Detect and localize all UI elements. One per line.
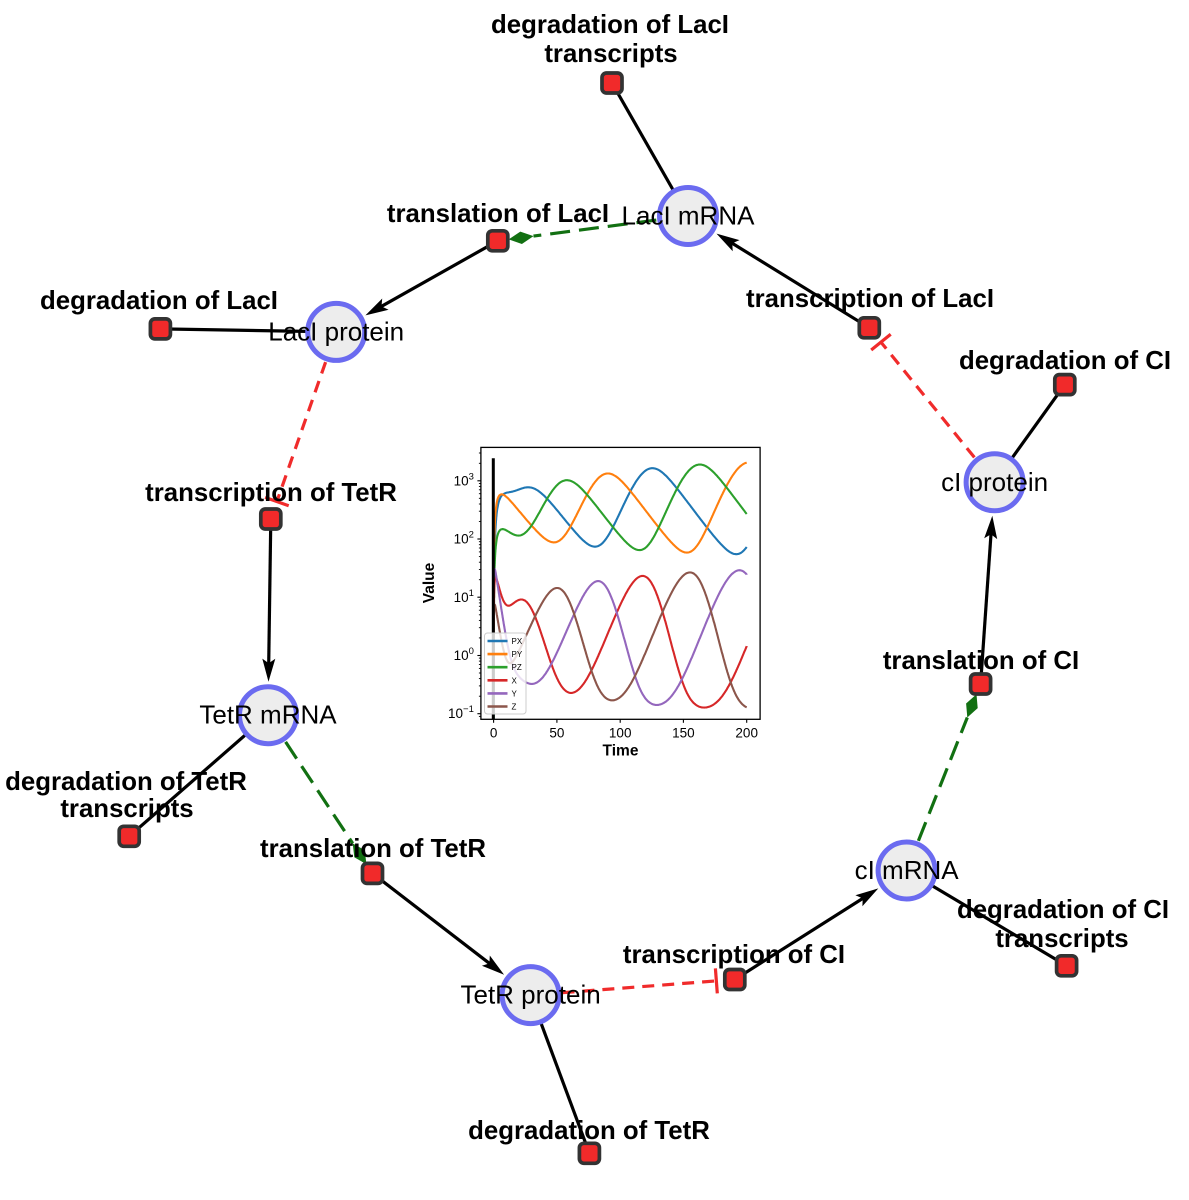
svg-text:Value: Value	[421, 562, 438, 603]
svg-text:transcripts: transcripts	[995, 925, 1128, 953]
svg-text:transcripts: transcripts	[60, 795, 193, 823]
svg-text:TetR mRNA: TetR mRNA	[199, 700, 337, 730]
svg-text:PX: PX	[512, 637, 523, 646]
svg-text:degradation of CI: degradation of CI	[957, 896, 1169, 924]
svg-text:translation of CI: translation of CI	[883, 647, 1079, 675]
svg-text:transcripts: transcripts	[544, 40, 677, 68]
svg-text:PY: PY	[512, 650, 523, 659]
svg-text:LacI mRNA: LacI mRNA	[622, 201, 756, 231]
svg-text:transcription of CI: transcription of CI	[623, 941, 845, 969]
svg-text:degradation of TetR: degradation of TetR	[468, 1117, 710, 1145]
svg-text:cI mRNA: cI mRNA	[855, 855, 960, 885]
svg-text:Time: Time	[603, 742, 639, 759]
svg-text:degradation of TetR: degradation of TetR	[5, 768, 247, 796]
svg-text:150: 150	[672, 725, 695, 740]
svg-text:degradation of LacI: degradation of LacI	[40, 287, 278, 315]
svg-text:degradation of LacI: degradation of LacI	[491, 11, 729, 39]
svg-text:translation of LacI: translation of LacI	[387, 200, 609, 228]
svg-text:50: 50	[549, 725, 564, 740]
svg-text:translation of TetR: translation of TetR	[260, 835, 486, 863]
svg-text:X: X	[512, 676, 518, 685]
svg-text:transcription of LacI: transcription of LacI	[746, 285, 994, 313]
svg-text:Z: Z	[512, 703, 517, 712]
svg-text:degradation of CI: degradation of CI	[959, 347, 1171, 375]
svg-text:Y: Y	[512, 689, 518, 698]
svg-text:cI protein: cI protein	[941, 467, 1048, 497]
svg-text:0: 0	[490, 725, 498, 740]
svg-text:100: 100	[609, 725, 632, 740]
svg-text:200: 200	[735, 725, 758, 740]
svg-text:LacI protein: LacI protein	[268, 316, 404, 346]
svg-text:transcription of TetR: transcription of TetR	[145, 479, 397, 507]
svg-text:TetR protein: TetR protein	[461, 980, 601, 1010]
svg-text:PZ: PZ	[512, 663, 522, 672]
